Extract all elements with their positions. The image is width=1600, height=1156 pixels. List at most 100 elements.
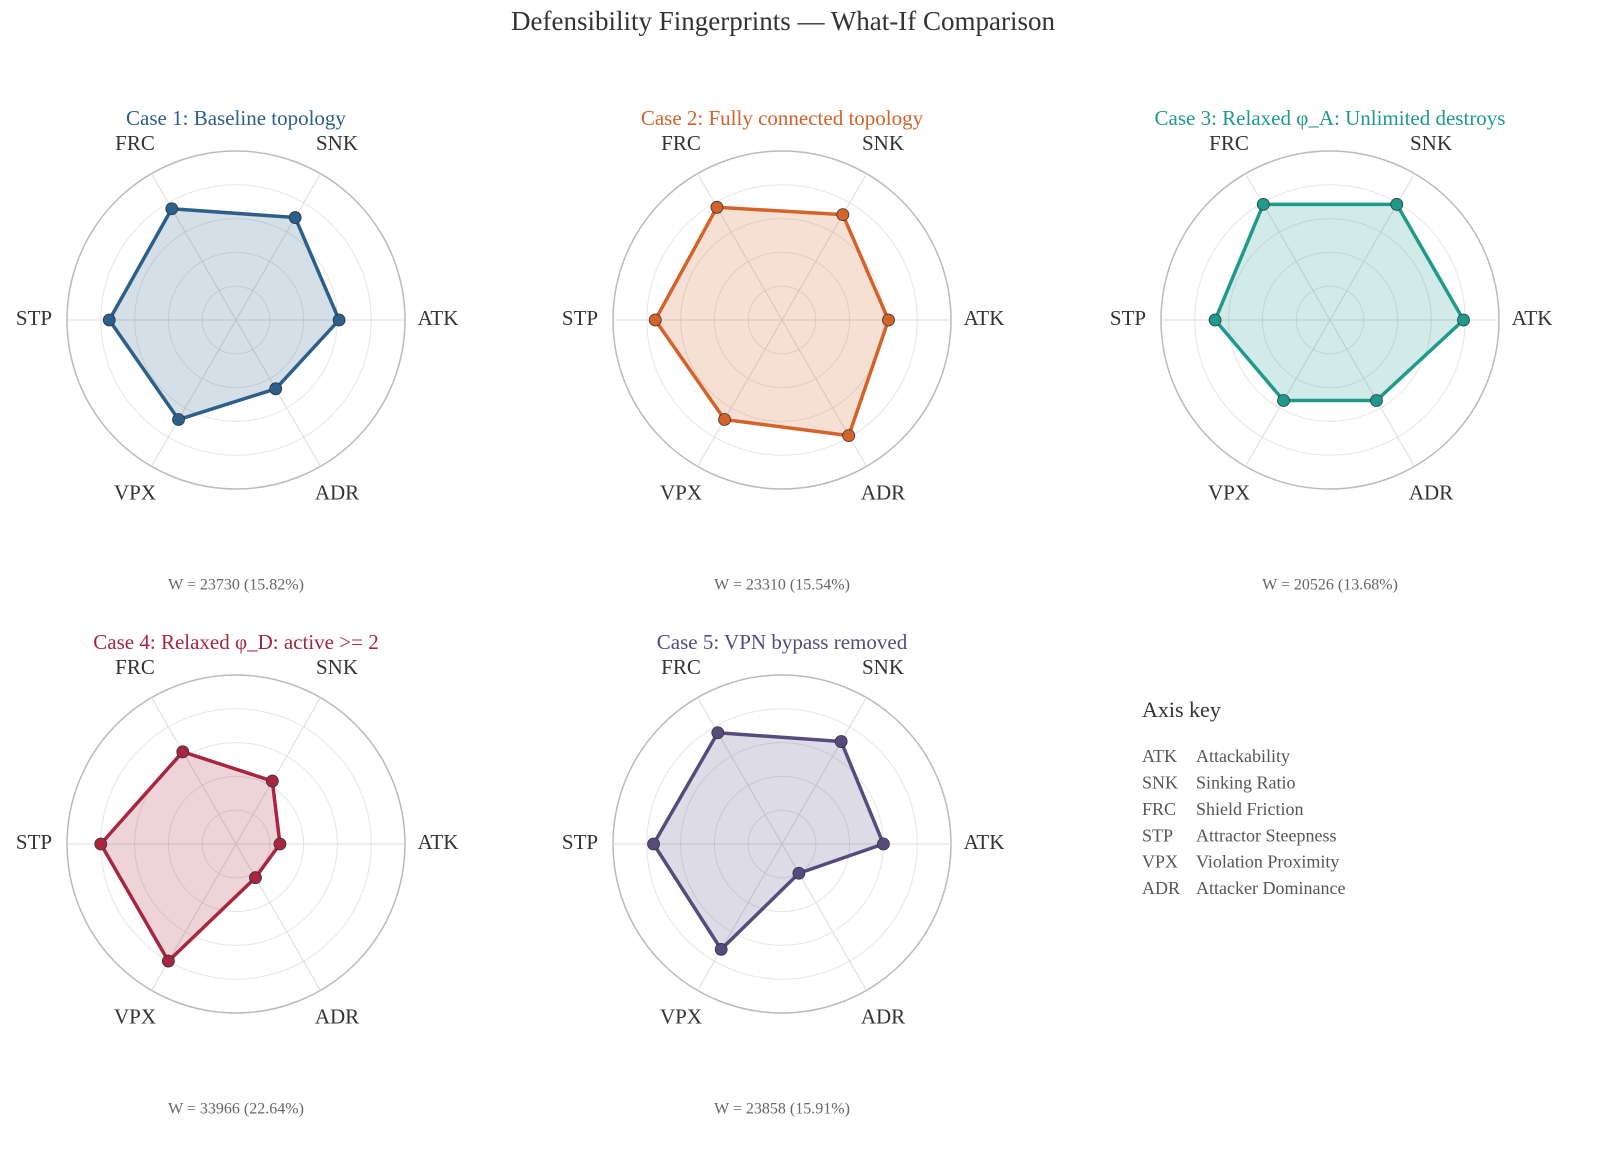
axis-key-name: Shield Friction bbox=[1196, 799, 1304, 819]
axis-label: STP bbox=[16, 830, 52, 854]
radar-area bbox=[107, 207, 341, 422]
chart-title: Case 3: Relaxed φ_A: Unlimited destroys bbox=[1155, 106, 1506, 130]
axis-spoke bbox=[781, 173, 867, 321]
axis-key-code: SNK bbox=[1142, 773, 1178, 793]
axis-label: VPX bbox=[114, 481, 156, 505]
radar-area bbox=[1213, 202, 1466, 403]
axis-label: STP bbox=[562, 830, 598, 854]
radar-point bbox=[877, 837, 890, 851]
radar-point bbox=[265, 774, 279, 788]
radar-point bbox=[842, 429, 856, 443]
radar-point bbox=[710, 200, 724, 214]
axis-key-name: Attractor Steepness bbox=[1196, 825, 1336, 845]
axis-label: VPX bbox=[114, 1005, 156, 1029]
radar-area bbox=[651, 731, 886, 952]
axis-spoke bbox=[1245, 173, 1331, 321]
axis-label: SNK bbox=[862, 655, 904, 679]
radar-point bbox=[1390, 197, 1404, 211]
axis-key-name: Attackability bbox=[1196, 746, 1290, 766]
axis-spoke bbox=[1329, 173, 1415, 321]
radar-point bbox=[648, 313, 662, 327]
axis-label: ATK bbox=[964, 306, 1005, 330]
figure-title: Defensibility Fingerprints — What-If Com… bbox=[511, 6, 1055, 36]
axis-key-code: FRC bbox=[1142, 799, 1176, 819]
radar-point bbox=[1370, 394, 1383, 407]
axis-spoke bbox=[781, 697, 867, 845]
radar-point bbox=[94, 837, 108, 851]
axis-key-code: STP bbox=[1142, 825, 1173, 845]
axis-label: FRC bbox=[115, 131, 155, 155]
radar-point bbox=[792, 866, 806, 880]
axis-key-code: ATK bbox=[1142, 746, 1177, 766]
chart-title: Case 5: VPN bypass removed bbox=[657, 630, 908, 654]
radar-point bbox=[165, 202, 179, 216]
radar-point bbox=[161, 954, 175, 968]
axis-label: ADR bbox=[315, 481, 359, 505]
axis-spoke bbox=[235, 843, 321, 991]
axis-spoke bbox=[235, 173, 321, 321]
annotation: W = 23310 (15.54%) bbox=[714, 577, 850, 594]
chart-title: Case 4: Relaxed φ_D: active >= 2 bbox=[93, 630, 378, 654]
axis-spoke bbox=[697, 173, 783, 321]
radar-point bbox=[273, 837, 287, 851]
axis-spoke bbox=[151, 319, 237, 467]
radar-point bbox=[332, 313, 346, 327]
axis-label: FRC bbox=[115, 655, 155, 679]
axis-spoke bbox=[1245, 319, 1331, 467]
axis-label: STP bbox=[16, 306, 52, 330]
axis-label: SNK bbox=[862, 131, 904, 155]
annotation: W = 33966 (22.64%) bbox=[168, 1101, 304, 1118]
radar-area bbox=[653, 205, 891, 438]
radar-point bbox=[172, 413, 185, 426]
radar-point bbox=[836, 208, 850, 222]
radar-point bbox=[647, 837, 660, 851]
annotation: W = 23858 (15.91%) bbox=[714, 1101, 850, 1118]
axis-spoke bbox=[151, 697, 237, 845]
axis-label: VPX bbox=[660, 481, 702, 505]
axis-spoke bbox=[781, 319, 867, 467]
axis-label: ADR bbox=[861, 481, 905, 505]
axis-key-name: Violation Proximity bbox=[1196, 852, 1339, 872]
axis-spoke bbox=[697, 319, 783, 467]
axis-label: ATK bbox=[1512, 306, 1553, 330]
radar-point bbox=[834, 735, 848, 748]
axis-key-title: Axis key bbox=[1142, 697, 1221, 722]
chart-title: Case 2: Fully connected topology bbox=[641, 106, 924, 130]
axis-key-name: Sinking Ratio bbox=[1196, 773, 1296, 793]
axis-label: FRC bbox=[661, 131, 701, 155]
axis-label: SNK bbox=[1410, 131, 1452, 155]
axis-spoke bbox=[697, 843, 783, 991]
radar-point bbox=[176, 745, 190, 759]
annotation: W = 23730 (15.82%) bbox=[168, 577, 304, 594]
radar-point bbox=[882, 313, 895, 327]
axis-label: VPX bbox=[660, 1005, 702, 1029]
radar-point bbox=[718, 413, 731, 426]
axis-spoke bbox=[235, 697, 321, 845]
axis-label: VPX bbox=[1208, 481, 1250, 505]
radar-point bbox=[714, 942, 728, 956]
axis-label: ATK bbox=[418, 830, 459, 854]
axis-label: SNK bbox=[316, 131, 358, 155]
radar-point bbox=[711, 726, 725, 740]
radar-point bbox=[269, 382, 283, 396]
axis-label: ADR bbox=[315, 1005, 359, 1029]
radar-area bbox=[99, 750, 282, 963]
radar-point bbox=[1256, 197, 1270, 211]
annotation: W = 20526 (13.68%) bbox=[1262, 577, 1398, 594]
radar-point bbox=[288, 211, 302, 224]
axis-spoke bbox=[1329, 319, 1415, 467]
axis-label: FRC bbox=[661, 655, 701, 679]
radar-point bbox=[1208, 313, 1222, 327]
radar-point bbox=[102, 313, 116, 327]
radar-point bbox=[249, 871, 262, 885]
axis-key-name: Attacker Dominance bbox=[1196, 878, 1345, 898]
radar-point bbox=[1457, 313, 1470, 327]
axis-spoke bbox=[697, 697, 783, 845]
axis-label: STP bbox=[1110, 306, 1146, 330]
axis-label: ATK bbox=[418, 306, 459, 330]
axis-label: SNK bbox=[316, 655, 358, 679]
axis-spoke bbox=[151, 173, 237, 321]
axis-label: ADR bbox=[861, 1005, 905, 1029]
axis-label: FRC bbox=[1209, 131, 1249, 155]
